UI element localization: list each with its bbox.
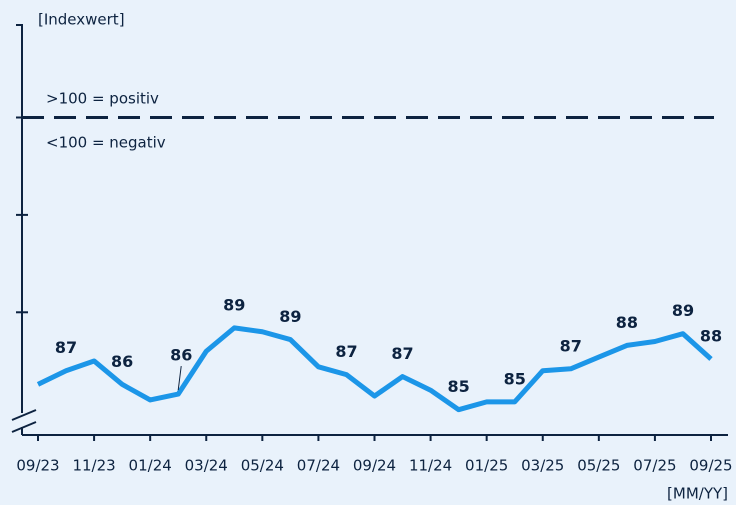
annotation: >100 = positiv (46, 90, 159, 108)
y-axis-label: [Indexwert] (38, 11, 125, 29)
x-tick-label: 07/25 (633, 457, 676, 475)
x-tick-label: 05/24 (241, 457, 284, 475)
data-label: 88 (616, 313, 638, 332)
x-tick-label: 11/23 (72, 457, 115, 475)
x-tick-label: 05/25 (577, 457, 620, 475)
data-label: 87 (335, 342, 357, 361)
x-tick-label: 07/24 (297, 457, 340, 475)
x-tick-label: 11/24 (409, 457, 452, 475)
x-tick-label: 03/25 (521, 457, 564, 475)
data-label: 87 (391, 344, 413, 363)
x-tick-label: 09/25 (689, 457, 732, 475)
x-axis-label: [MM/YY] (667, 485, 728, 503)
data-label: 86 (111, 352, 133, 371)
axis-break (11, 421, 37, 433)
data-label: 89 (223, 295, 245, 314)
x-tick-label: 01/24 (129, 457, 172, 475)
leader-line (177, 366, 182, 391)
data-label: 87 (55, 338, 77, 357)
x-tick-label: 01/25 (465, 457, 508, 475)
annotation: <100 = negativ (46, 134, 166, 152)
data-label: 87 (560, 336, 582, 355)
x-tick-label: 09/24 (353, 457, 396, 475)
line-series (36, 325, 713, 413)
data-label: 86 (170, 346, 192, 365)
data-label: 85 (447, 377, 469, 396)
data-label: 88 (700, 327, 722, 346)
data-label: 89 (279, 307, 301, 326)
data-label: 89 (672, 301, 694, 320)
x-tick-label: 09/23 (16, 457, 59, 475)
x-tick-label: 03/24 (185, 457, 228, 475)
data-label: 85 (504, 369, 526, 388)
axis-break (11, 409, 37, 421)
